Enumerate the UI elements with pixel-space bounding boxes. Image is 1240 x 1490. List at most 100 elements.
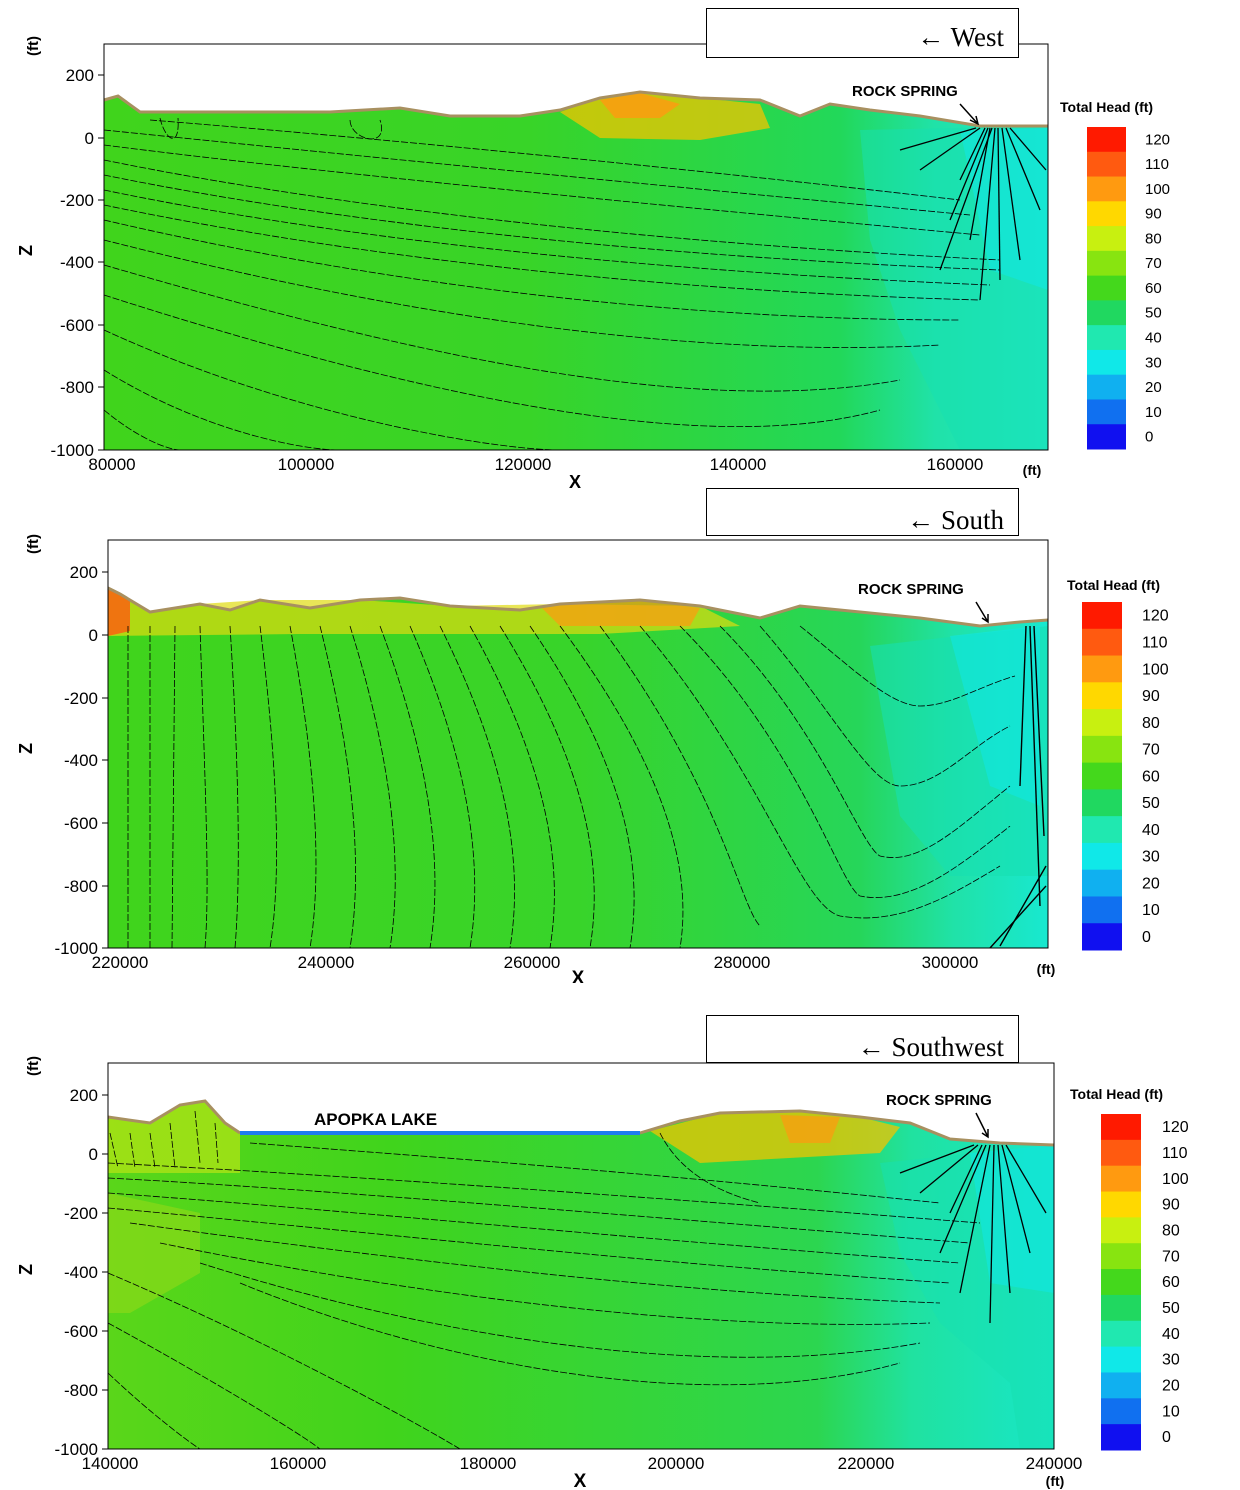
legend-level-label: 0 <box>1162 1429 1171 1446</box>
y-tick-label: 200 <box>70 1086 98 1105</box>
legend-swatch <box>1082 682 1122 709</box>
legend-level-label: 120 <box>1142 608 1169 625</box>
y-tick-label: -600 <box>64 1322 98 1341</box>
cross-section-panel-south: 200 0 -200 -400 -600 -800 -1000 (ft) Z 2… <box>0 486 1240 983</box>
legend-level-label: 80 <box>1162 1222 1180 1239</box>
legend-swatch <box>1101 1321 1141 1347</box>
direction-label-box: ← Southwest <box>706 1015 1019 1063</box>
legend-swatch <box>1101 1372 1141 1398</box>
x-tick-label: 180000 <box>460 1454 517 1473</box>
x-tick-label: 80000 <box>88 455 135 474</box>
legend-title: Total Head (ft) <box>1060 99 1153 115</box>
y-tick-label: -600 <box>60 316 94 335</box>
legend-swatch <box>1101 1192 1141 1218</box>
legend-swatch <box>1087 375 1126 400</box>
legend-title: Total Head (ft) <box>1070 1086 1163 1102</box>
legend-swatch <box>1101 1166 1141 1192</box>
legend-level-label: 100 <box>1142 661 1169 678</box>
legend-level-label: 110 <box>1162 1145 1188 1162</box>
legend-level-label: 50 <box>1142 795 1160 812</box>
legend-swatch <box>1087 300 1126 325</box>
y-axis <box>102 1095 108 1449</box>
cross-section-plot: APOPKA LAKE 200 0 -200 -400 -600 -800 -1… <box>0 993 1240 1490</box>
y-tick-label: 200 <box>70 563 98 582</box>
legend-swatch <box>1101 1269 1141 1295</box>
rock-spring-arrow <box>976 602 988 622</box>
legend-level-label: 30 <box>1145 354 1162 371</box>
legend-swatch <box>1087 226 1126 251</box>
legend-level-label: 70 <box>1145 255 1162 272</box>
legend-level-label: 20 <box>1162 1378 1180 1395</box>
legend-swatch <box>1087 127 1126 152</box>
y-tick-label: -800 <box>60 378 94 397</box>
legend-level-label: 100 <box>1162 1171 1189 1188</box>
direction-label-box: ← South <box>706 488 1019 536</box>
y-axis-label: Z <box>16 245 36 256</box>
rock-spring-label: ROCK SPRING <box>852 83 958 100</box>
y-axis <box>102 572 108 948</box>
legend-level-label: 30 <box>1142 849 1160 866</box>
rock-spring-label: ROCK SPRING <box>886 1092 992 1109</box>
legend-level-label: 0 <box>1142 929 1151 946</box>
legend-level-label: 30 <box>1162 1352 1180 1369</box>
legend-level-label: 0 <box>1145 429 1153 446</box>
x-tick-label: 160000 <box>927 455 984 474</box>
color-legend: 1201101009080706050403020100 <box>1082 602 1169 951</box>
x-axis-unit: (ft) <box>1046 1473 1065 1489</box>
legend-swatch <box>1082 896 1122 923</box>
direction-label: ← Southwest <box>858 1032 1004 1062</box>
legend-swatch <box>1082 870 1122 897</box>
legend-level-label: 40 <box>1162 1326 1180 1343</box>
y-tick-label: -600 <box>64 814 98 833</box>
x-tick-label: 220000 <box>92 953 149 972</box>
cross-section-plot: 200 0 -200 -400 -600 -800 -1000 (ft) Z 2… <box>0 486 1240 983</box>
legend-level-label: 80 <box>1145 230 1162 247</box>
legend-swatch <box>1082 843 1122 870</box>
x-tick-label: 160000 <box>270 1454 327 1473</box>
x-axis-unit: (ft) <box>1023 462 1042 478</box>
legend-swatch <box>1087 201 1126 226</box>
x-tick-label: 140000 <box>82 1454 139 1473</box>
legend-swatch <box>1087 177 1126 202</box>
y-tick-label: -200 <box>64 1204 98 1223</box>
high-head-core <box>780 1115 840 1143</box>
y-tick-label: -400 <box>64 751 98 770</box>
legend-level-label: 60 <box>1142 768 1160 785</box>
y-tick-label: -400 <box>64 1263 98 1282</box>
y-axis-label: Z <box>16 1264 36 1275</box>
legend-level-label: 110 <box>1145 156 1169 173</box>
legend-swatch <box>1082 763 1122 790</box>
legend-swatch <box>1082 816 1122 843</box>
y-tick-label: -800 <box>64 1381 98 1400</box>
y-axis-unit: (ft) <box>25 534 42 554</box>
y-tick-label: -200 <box>60 191 94 210</box>
x-tick-label: 140000 <box>710 455 767 474</box>
x-tick-label: 200000 <box>648 1454 705 1473</box>
legend-level-label: 60 <box>1162 1274 1180 1291</box>
legend-swatch <box>1087 325 1126 350</box>
direction-label: ← West <box>917 22 1004 52</box>
head-field <box>108 1101 1054 1449</box>
x-tick-label: 300000 <box>922 953 979 972</box>
y-tick-label: -800 <box>64 877 98 896</box>
legend-level-label: 90 <box>1142 688 1160 705</box>
direction-label: ← South <box>907 505 1004 535</box>
x-tick-label: 100000 <box>278 455 335 474</box>
legend-swatch <box>1101 1398 1141 1424</box>
cross-section-plot: 200 0 -200 -400 -600 -800 -1000 (ft) Z 8… <box>0 0 1240 497</box>
legend-level-label: 70 <box>1142 742 1160 759</box>
legend-level-label: 120 <box>1162 1119 1189 1136</box>
apopka-lake-label: APOPKA LAKE <box>314 1110 437 1129</box>
legend-swatch <box>1101 1424 1141 1450</box>
legend-swatch <box>1082 656 1122 683</box>
y-tick-label: -200 <box>64 689 98 708</box>
legend-swatch <box>1101 1347 1141 1373</box>
legend-swatch <box>1087 152 1126 177</box>
legend-swatch <box>1082 629 1122 656</box>
legend-level-label: 50 <box>1162 1300 1180 1317</box>
legend-swatch <box>1087 350 1126 375</box>
y-axis-unit: (ft) <box>25 36 42 56</box>
legend-level-label: 10 <box>1145 404 1162 421</box>
